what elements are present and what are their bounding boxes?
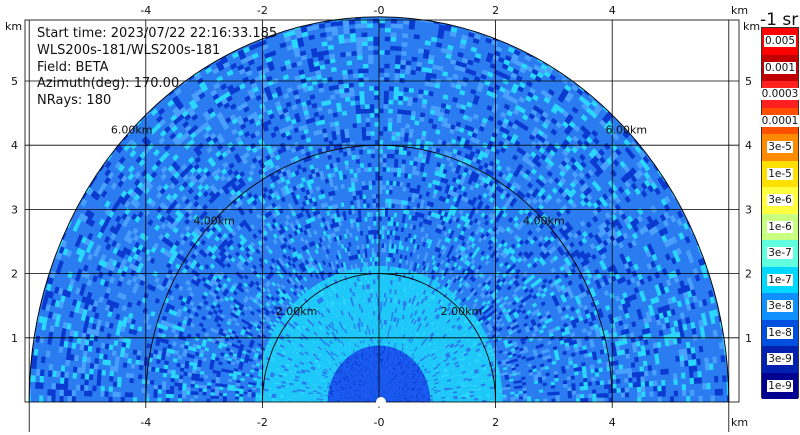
y-left-tick-label: 2 xyxy=(11,268,18,281)
y-left-tick-label: 4 xyxy=(11,139,18,152)
colorbar-tick-label: 1e-5 xyxy=(767,168,793,180)
x-bottom-tick-label: -2 xyxy=(257,416,268,429)
colorbar-cell: 3e-9 xyxy=(762,346,798,373)
x-top-unit-label: km xyxy=(731,4,748,17)
colorbar-tick-label: 0.005 xyxy=(764,35,796,47)
colorbar-tick-label: 1e-7 xyxy=(767,274,793,286)
x-top-tick-label: -2 xyxy=(257,4,268,17)
nrays-text: NRays: 180 xyxy=(37,93,277,110)
colorbar-cell: 3e-8 xyxy=(762,293,798,320)
colorbar-tick-label: 3e-8 xyxy=(767,300,793,312)
range-ring-label: 2.00km xyxy=(276,305,318,318)
colorbar-tick-label: 3e-7 xyxy=(767,247,793,259)
range-ring-label: 4.00km xyxy=(193,214,235,227)
azimuth-text: Azimuth(deg): 170.00 xyxy=(37,76,277,93)
radar-origin-marker xyxy=(376,397,386,407)
colorbar-tick-label: 0.0003 xyxy=(761,88,800,100)
y-left-tick-label: 1 xyxy=(11,332,18,345)
x-top-tick-label: -4 xyxy=(140,4,151,17)
y-left-unit-label: km xyxy=(5,20,22,33)
colorbar-cell: 1e-5 xyxy=(762,161,798,188)
x-bottom-tick-label: 4 xyxy=(609,416,616,429)
colorbar-cell: 1e-7 xyxy=(762,267,798,294)
x-bottom-tick-label: -0 xyxy=(374,416,385,429)
x-top-tick-label: 2 xyxy=(492,4,499,17)
y-right-tick-label: 4 xyxy=(745,139,752,152)
colorbar-tick-label: 3e-6 xyxy=(767,194,793,206)
y-right-tick-label: 5 xyxy=(745,75,752,88)
colorbar-tick-label: 1e-6 xyxy=(767,221,793,233)
colorbar-tick-label: 1e-9 xyxy=(767,380,793,392)
colorbar-tick-label: 3e-5 xyxy=(767,141,793,153)
y-right-unit-label: km xyxy=(743,20,760,33)
colorbar-cell: 0.0003 xyxy=(762,81,798,108)
y-right-tick-label: 2 xyxy=(745,268,752,281)
y-left-tick-label: 5 xyxy=(11,75,18,88)
start-time-text: Start time: 2023/07/22 22:16:33.185 xyxy=(37,26,277,43)
x-bottom-tick-label: -4 xyxy=(140,416,151,429)
range-ring-label: 6.00km xyxy=(606,124,648,137)
y-right-tick-label: 3 xyxy=(745,203,752,216)
range-ring-label: 4.00km xyxy=(523,214,565,227)
y-right-tick-label: 1 xyxy=(745,332,752,345)
colorbar-cell: 3e-7 xyxy=(762,240,798,267)
colorbar-cell: 1e-8 xyxy=(762,320,798,347)
colorbar-cell: 1e-9 xyxy=(762,373,798,400)
colorbar-cell: 0.005 xyxy=(762,28,798,55)
field-text: Field: BETA xyxy=(37,60,277,77)
scan-info-panel: Start time: 2023/07/22 22:16:33.185 WLS2… xyxy=(37,26,277,110)
colorbar-tick-label: 0.0001 xyxy=(761,115,800,127)
y-left-tick-label: 3 xyxy=(11,203,18,216)
colorbar-tick-label: 1e-8 xyxy=(767,327,793,339)
x-top-tick-label: 4 xyxy=(609,4,616,17)
colorbar-tick-label: 3e-9 xyxy=(767,353,793,365)
instrument-text: WLS200s-181/WLS200s-181 xyxy=(37,43,277,60)
x-bottom-unit-label: km xyxy=(731,416,748,429)
colorbar-cell: 1e-6 xyxy=(762,214,798,241)
colorbar: 0.005 0.001 0.0003 0.0001 3e-5 1e-5 3e-6 1e-6 3e… xyxy=(761,27,799,398)
colorbar-tick-label: 0.001 xyxy=(764,62,796,74)
x-top-tick-label: -0 xyxy=(374,4,385,17)
colorbar-cell: 0.001 xyxy=(762,55,798,82)
colorbar-cell: 0.0001 xyxy=(762,108,798,135)
colorbar-cell: 3e-5 xyxy=(762,134,798,161)
x-bottom-tick-label: 2 xyxy=(492,416,499,429)
range-ring-label: 2.00km xyxy=(441,305,483,318)
range-ring-label: 6.00km xyxy=(111,124,153,137)
colorbar-cell: 3e-6 xyxy=(762,187,798,214)
